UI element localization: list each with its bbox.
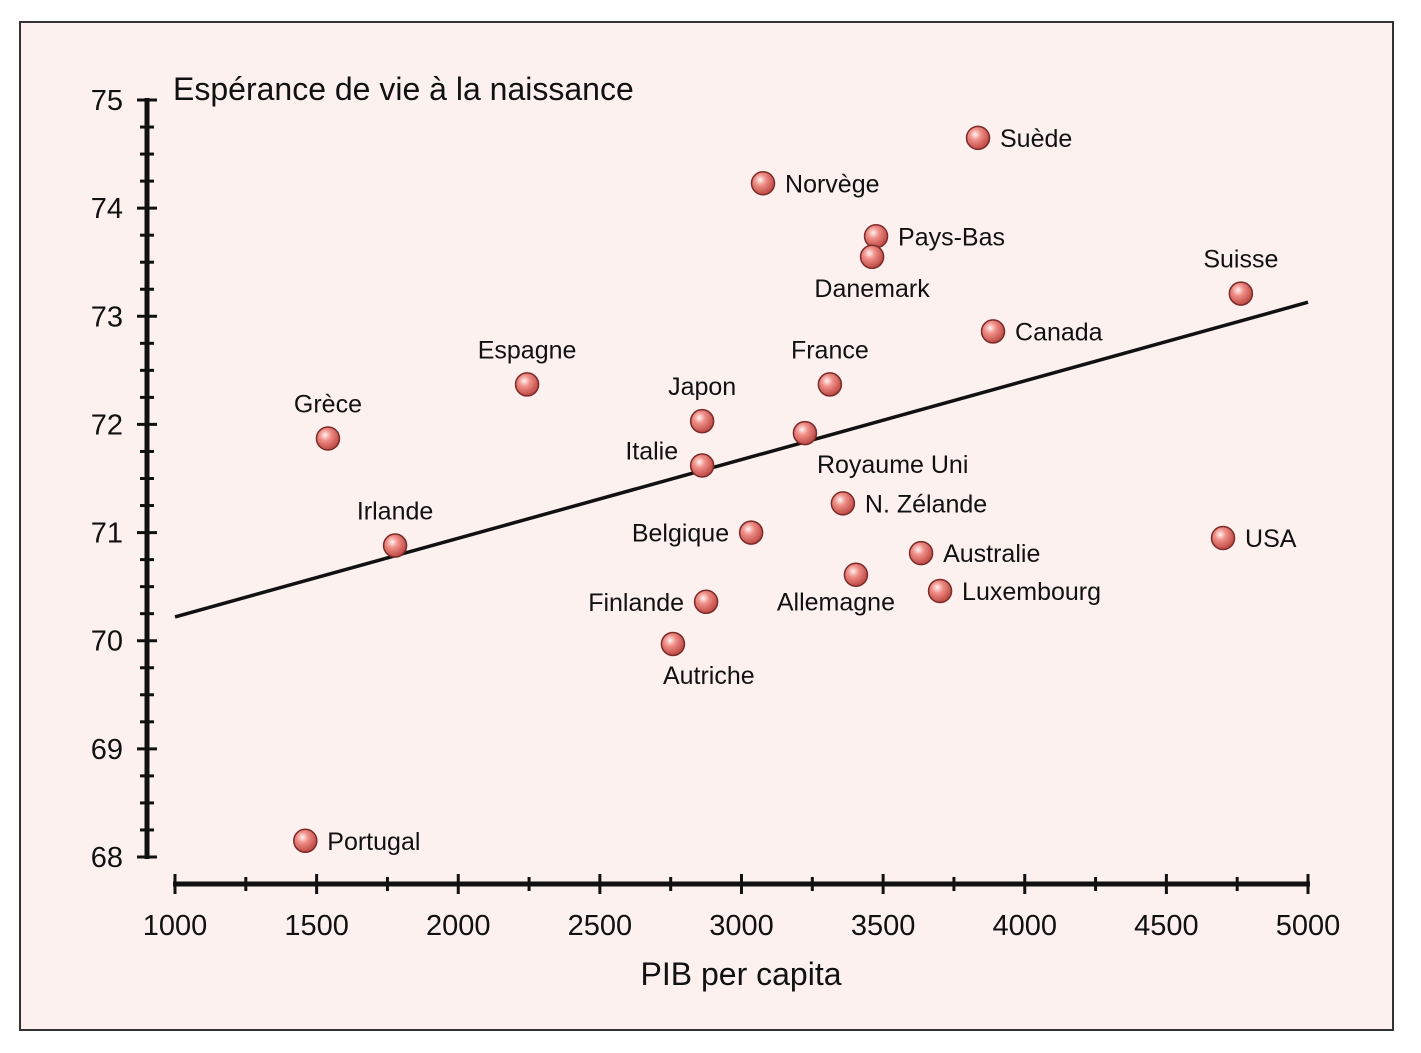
point-marker	[738, 520, 764, 545]
point-marker	[750, 171, 776, 196]
data-point: Autriche	[660, 631, 755, 690]
point-label: Espagne	[478, 336, 577, 364]
point-marker	[830, 491, 856, 516]
data-point: Royaume Uni	[792, 420, 968, 479]
point-marker	[315, 426, 341, 451]
point-label: Autriche	[663, 662, 755, 690]
point-label: Luxembourg	[962, 578, 1101, 606]
y-tick-label: 70	[91, 626, 123, 658]
point-label: Danemark	[814, 275, 930, 303]
point-marker	[382, 533, 408, 558]
point-marker	[1228, 281, 1254, 306]
point-label: Suisse	[1203, 246, 1278, 274]
point-label: Royaume Uni	[817, 451, 968, 479]
point-label: Canada	[1015, 318, 1103, 346]
data-point: France	[791, 336, 869, 397]
point-label: Australie	[943, 540, 1040, 568]
y-tick-label: 74	[91, 193, 123, 225]
data-point: Belgique	[632, 520, 764, 548]
x-tick-label: 3500	[851, 910, 916, 942]
point-label: Allemagne	[777, 589, 895, 617]
point-label: Belgique	[632, 520, 729, 548]
point-marker	[792, 420, 818, 446]
point-label: N. Zélande	[865, 490, 987, 518]
data-point: Suisse	[1203, 246, 1278, 306]
x-tick-label: 2000	[426, 910, 491, 942]
y-tick-label: 71	[91, 518, 123, 550]
x-tick-label: 4500	[1134, 910, 1199, 942]
point-marker	[660, 631, 686, 657]
y-tick-label: 73	[91, 301, 123, 333]
chart-frame	[19, 21, 1394, 1031]
data-point: Pays-Bas	[863, 223, 1005, 251]
y-tick-label: 69	[91, 734, 123, 766]
x-tick-label: 3000	[709, 910, 774, 942]
point-marker	[843, 562, 869, 587]
y-tick-label: 68	[91, 842, 123, 874]
point-label: Pays-Bas	[898, 223, 1005, 251]
data-point: Finlande	[588, 589, 719, 617]
x-tick-label: 4000	[992, 910, 1057, 942]
x-axis-label: PIB per capita	[641, 956, 842, 992]
chart-title: Espérance de vie à la naissance	[173, 71, 634, 107]
point-marker	[689, 408, 715, 434]
point-marker	[293, 828, 318, 854]
data-point: Canada	[980, 318, 1103, 346]
data-point: Irlande	[357, 498, 433, 558]
data-point: Italie	[625, 438, 715, 478]
point-label: Finlande	[588, 589, 684, 617]
x-tick-label: 1000	[143, 910, 208, 942]
point-label: Italie	[625, 438, 678, 466]
y-tick-label: 72	[91, 409, 123, 441]
data-point: Portugal	[293, 828, 420, 856]
data-point: Australie	[908, 540, 1040, 568]
data-point: Allemagne	[777, 562, 895, 617]
point-label: USA	[1245, 525, 1297, 553]
point-marker	[817, 372, 843, 397]
data-point: Grèce	[294, 390, 362, 451]
point-label: Irlande	[357, 498, 433, 526]
point-label: Portugal	[327, 828, 420, 856]
point-marker	[693, 589, 719, 615]
data-point: Espagne	[478, 336, 577, 397]
point-marker	[514, 372, 540, 397]
data-point: N. Zélande	[830, 490, 987, 518]
point-label: Suède	[1000, 125, 1072, 153]
x-tick-label: 5000	[1276, 910, 1341, 942]
data-point: Suède	[965, 125, 1072, 153]
point-label: Grèce	[294, 390, 362, 418]
point-label: Norvège	[785, 170, 880, 198]
point-marker	[859, 244, 885, 270]
point-marker	[863, 224, 889, 249]
point-marker	[965, 125, 991, 151]
point-marker	[908, 540, 934, 566]
y-tick-label: 75	[91, 85, 123, 117]
data-point: Norvège	[750, 170, 880, 198]
trend-line	[174, 300, 1309, 619]
point-label: Japon	[668, 373, 736, 401]
data-point: Danemark	[814, 244, 930, 303]
point-marker	[1210, 525, 1236, 551]
x-tick-label: 2500	[568, 910, 633, 942]
x-tick-label: 1500	[284, 910, 349, 942]
point-label: France	[791, 336, 869, 364]
data-point: Luxembourg	[927, 578, 1101, 606]
point-marker	[689, 453, 715, 478]
data-point: Japon	[668, 373, 736, 434]
point-marker	[927, 578, 953, 604]
point-marker	[980, 319, 1006, 344]
data-point: USA	[1210, 525, 1297, 553]
